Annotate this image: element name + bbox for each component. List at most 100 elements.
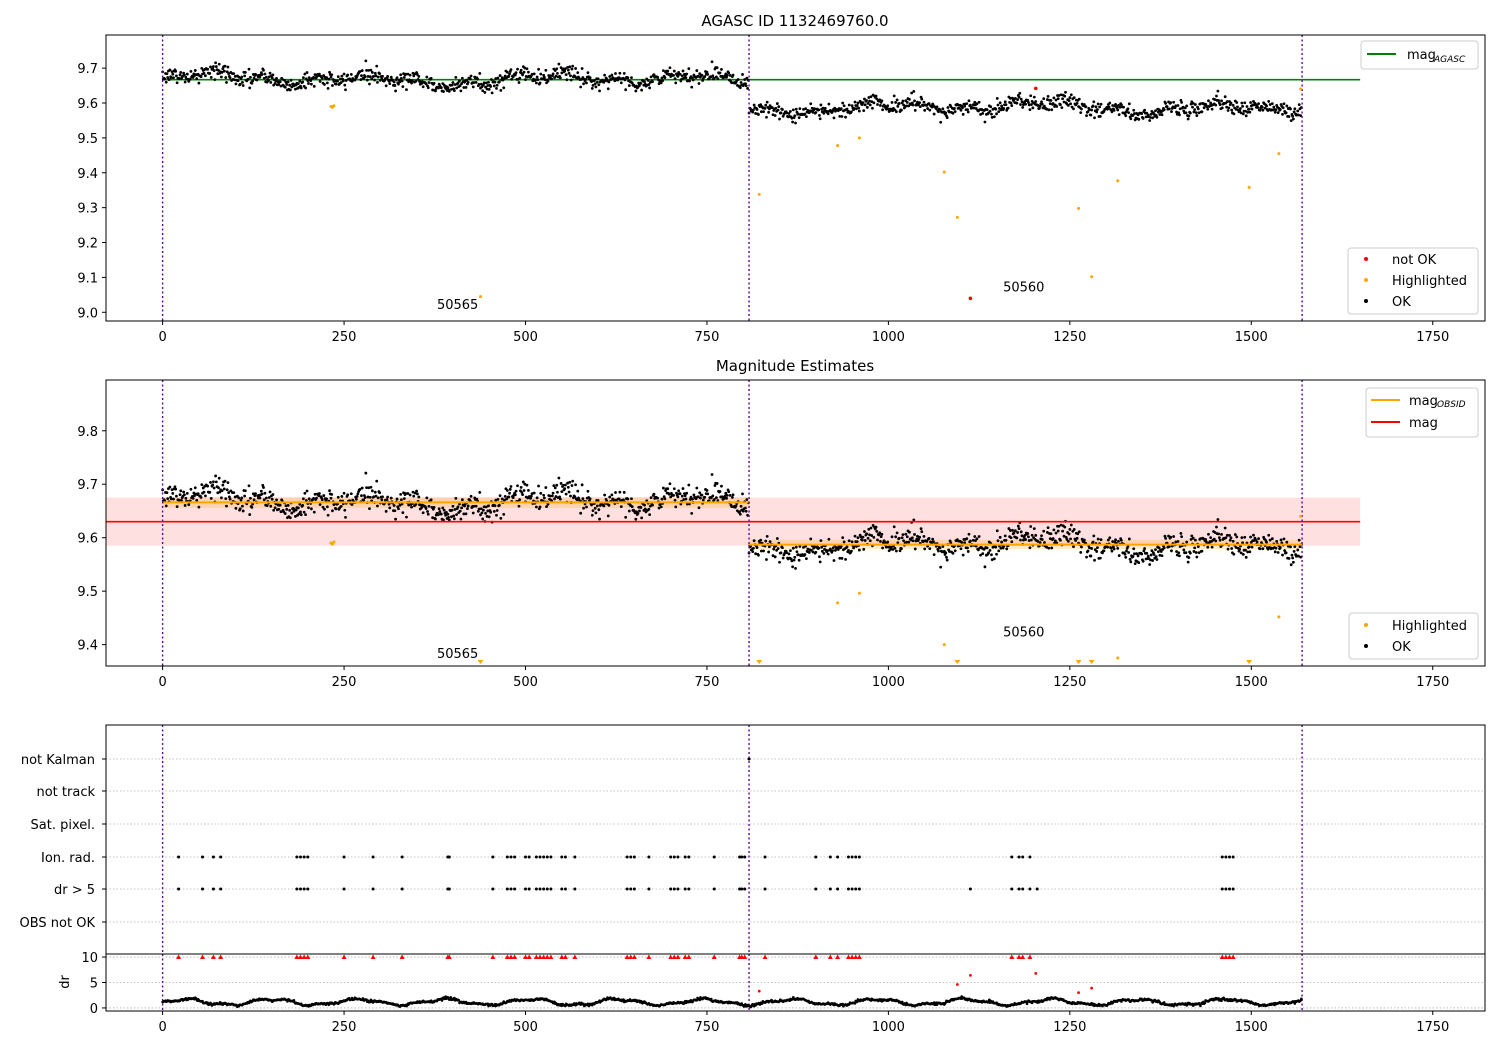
ok-point: [1228, 533, 1231, 537]
ok-point: [509, 68, 513, 71]
ok-point: [523, 66, 527, 70]
ok-point: [1290, 553, 1294, 557]
ok-point: [303, 491, 307, 495]
ok-point: [840, 556, 844, 560]
ok-point: [330, 492, 334, 496]
legend-label: mag: [1407, 48, 1436, 63]
ok-point: [818, 117, 822, 121]
ok-point: [209, 65, 212, 69]
ok-point: [879, 540, 882, 543]
ok-point: [900, 547, 903, 551]
ok-point: [421, 85, 425, 89]
flag-point: [295, 855, 299, 859]
ok-point: [530, 72, 534, 76]
ok-point: [674, 81, 678, 85]
ok-point: [544, 486, 548, 489]
ok-point: [489, 510, 493, 514]
ok-point: [730, 505, 734, 508]
ok-point: [1214, 103, 1218, 107]
legend-box: [1347, 247, 1479, 315]
ok-point: [1240, 101, 1244, 105]
ok-point: [302, 76, 305, 80]
ok-point: [220, 70, 224, 74]
ok-point: [1029, 103, 1033, 106]
ok-point: [1170, 549, 1173, 553]
ok-point: [981, 552, 985, 556]
ok-point: [410, 505, 413, 509]
ok-point: [399, 76, 403, 80]
ok-point: [167, 78, 171, 81]
ok-point: [995, 97, 999, 100]
ok-point: [551, 491, 555, 495]
ok-point: [712, 498, 716, 501]
ok-point: [831, 546, 835, 550]
ok-point: [1059, 523, 1063, 527]
flag-point: [371, 887, 375, 891]
ok-point: [402, 497, 406, 500]
ok-point: [581, 497, 585, 501]
ok-point: [672, 73, 675, 77]
ok-point: [797, 112, 800, 116]
ok-point: [1117, 554, 1121, 557]
ok-point: [1278, 108, 1282, 111]
flag-point: [1017, 855, 1021, 859]
ok-point: [1154, 548, 1157, 552]
ok-point: [460, 498, 464, 502]
ok-point: [557, 476, 561, 480]
ok-point: [1090, 108, 1094, 112]
ok-point: [175, 494, 178, 498]
ok-point: [883, 540, 887, 544]
ok-point: [367, 69, 371, 72]
ok-point: [559, 482, 563, 485]
ok-point: [1194, 551, 1198, 554]
ok-point: [569, 78, 573, 82]
ok-point: [334, 507, 338, 511]
ok-point: [1091, 104, 1095, 108]
flag-point: [573, 855, 577, 859]
ok-point: [1027, 103, 1031, 107]
ok-point: [1094, 105, 1098, 109]
ok-point: [893, 546, 897, 550]
ok-point: [855, 540, 859, 544]
ok-point: [271, 493, 275, 496]
ok-point: [580, 483, 584, 487]
ok-point: [850, 104, 854, 108]
ok-point: [271, 73, 275, 77]
ok-point: [715, 482, 719, 485]
ok-point: [836, 109, 840, 113]
ok-point: [1291, 114, 1295, 118]
ok-point: [1092, 100, 1096, 104]
highlighted-point: [1247, 185, 1251, 189]
ok-point: [773, 555, 777, 559]
ok-point: [857, 109, 861, 113]
ok-point: [407, 503, 411, 507]
ok-point: [951, 111, 955, 115]
ok-point: [1289, 107, 1292, 111]
ok-point: [1020, 100, 1024, 104]
ok-point: [312, 496, 315, 500]
dr-point: [710, 997, 713, 1001]
ok-point: [872, 101, 876, 105]
ok-point: [1227, 106, 1231, 110]
ok-point: [189, 487, 193, 491]
ok-point: [803, 553, 807, 556]
ok-point: [469, 74, 473, 78]
ok-point: [261, 483, 265, 487]
ok-point: [213, 78, 217, 82]
ok-point: [1040, 538, 1044, 541]
ok-point: [1051, 537, 1055, 540]
ok-point: [894, 549, 898, 553]
ok-point: [1263, 106, 1267, 110]
ok-point: [1009, 536, 1013, 540]
ok-point: [1019, 538, 1022, 542]
ok-point: [752, 546, 755, 550]
ok-point: [1069, 537, 1072, 541]
ok-point: [184, 496, 188, 500]
ok-point: [811, 550, 815, 554]
ok-point: [908, 530, 911, 534]
flag-point: [549, 855, 553, 859]
ok-point: [388, 82, 392, 85]
ok-point: [974, 107, 978, 110]
ok-point: [307, 82, 310, 85]
ok-point: [342, 72, 346, 76]
